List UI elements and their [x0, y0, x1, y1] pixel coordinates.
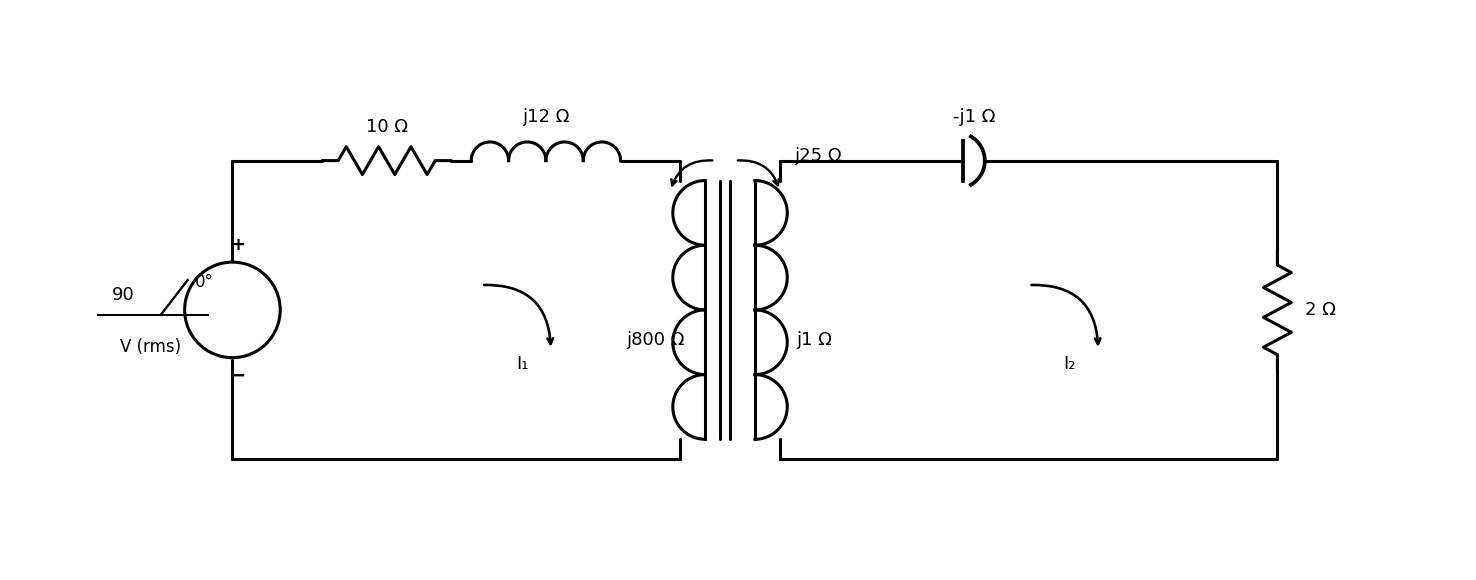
- Text: −: −: [229, 365, 246, 386]
- Text: j800 Ω: j800 Ω: [626, 331, 685, 349]
- Text: 10 Ω: 10 Ω: [366, 118, 407, 136]
- Text: -j1 Ω: -j1 Ω: [952, 108, 995, 126]
- Text: j12 Ω: j12 Ω: [523, 108, 570, 126]
- Text: I₁: I₁: [517, 355, 528, 373]
- Text: 0°: 0°: [195, 273, 214, 291]
- Text: j1 Ω: j1 Ω: [797, 331, 832, 349]
- Text: j25 Ω: j25 Ω: [794, 147, 843, 165]
- Text: I₂: I₂: [1063, 355, 1076, 373]
- Text: +: +: [230, 236, 245, 254]
- Text: 90: 90: [112, 286, 134, 304]
- Text: V (rms): V (rms): [120, 338, 182, 356]
- Text: 2 Ω: 2 Ω: [1305, 301, 1336, 319]
